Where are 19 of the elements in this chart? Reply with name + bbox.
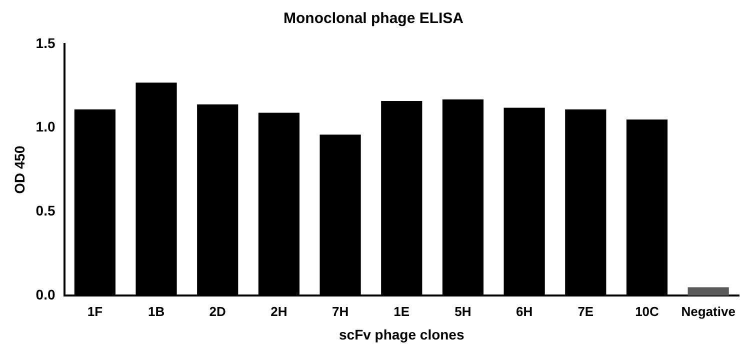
x-tick-label: 1F [87, 304, 103, 319]
x-tick-label: 2H [270, 304, 288, 319]
x-tick-label: 7H [332, 304, 349, 319]
chart-title: Monoclonal phage ELISA [283, 10, 464, 28]
y-axis-title: OD 450 [11, 145, 28, 194]
x-tick-label: Negative [681, 304, 736, 319]
y-tick-label: 1.5 [36, 34, 56, 51]
x-tick-label: 1E [394, 304, 410, 319]
x-tick-label: 2D [209, 304, 226, 319]
y-tick-label: 1.0 [36, 118, 56, 135]
y-tick-label: 0.0 [36, 286, 56, 302]
x-tick-label: 6H [516, 304, 533, 319]
y-tick-label: 0.5 [36, 202, 56, 219]
x-tick-label: 10C [635, 304, 660, 319]
bar [688, 287, 729, 296]
x-tick-label: 5H [454, 304, 472, 319]
x-tick-label: 7E [578, 304, 594, 319]
x-axis-title: scFv phage clones [338, 326, 464, 342]
x-tick-label: 1B [148, 304, 165, 319]
